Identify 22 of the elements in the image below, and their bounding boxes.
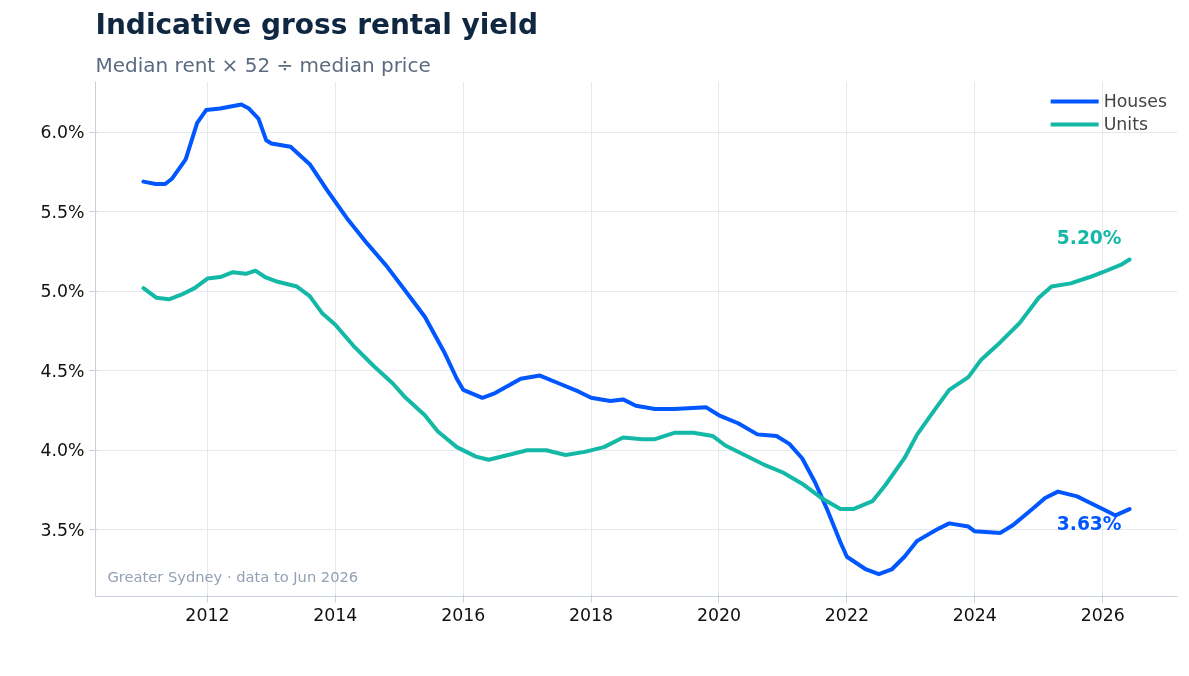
annotation: 3.63% bbox=[1056, 512, 1122, 534]
y-tick-label: 6.0% bbox=[40, 122, 85, 143]
x-tick-label: 2026 bbox=[1080, 604, 1125, 625]
x-tick-label: 2012 bbox=[185, 604, 230, 625]
chart-title: Indicative gross rental yield bbox=[95, 7, 538, 41]
x-tick-label: 2018 bbox=[569, 604, 614, 625]
y-tick-label: 4.5% bbox=[40, 360, 85, 381]
y-tick-label: 5.5% bbox=[40, 201, 85, 222]
legend-label: Houses bbox=[1103, 91, 1167, 111]
x-tick-label: 2024 bbox=[952, 604, 997, 625]
x-tick-label: 2020 bbox=[696, 604, 742, 625]
y-tick-label: 3.5% bbox=[40, 519, 85, 540]
y-tick-label: 4.0% bbox=[40, 440, 85, 461]
x-tick-label: 2016 bbox=[441, 604, 486, 625]
x-tick-label: 2022 bbox=[824, 604, 869, 625]
x-tick-label: 2014 bbox=[313, 604, 358, 625]
annotation: Greater Sydney · data to Jun 2026 bbox=[107, 567, 359, 585]
annotation: 5.20% bbox=[1056, 226, 1122, 248]
y-tick-label: 5.0% bbox=[40, 281, 85, 302]
legend-label: Units bbox=[1103, 114, 1148, 134]
line-series bbox=[141, 257, 1132, 512]
chart-subtitle: Median rent × 52 ÷ median price bbox=[95, 52, 431, 77]
